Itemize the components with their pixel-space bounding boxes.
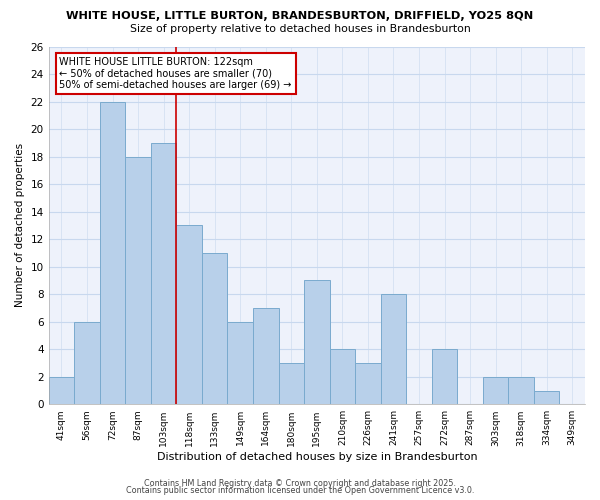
Bar [483,377,508,404]
Bar [227,322,253,404]
Bar [329,350,355,405]
Bar [380,294,406,405]
Bar [202,253,227,404]
Bar [355,363,380,405]
Text: WHITE HOUSE LITTLE BURTON: 122sqm
← 50% of detached houses are smaller (70)
50% : WHITE HOUSE LITTLE BURTON: 122sqm ← 50% … [59,57,292,90]
Bar [508,377,534,404]
Bar [176,226,202,404]
Text: Contains public sector information licensed under the Open Government Licence v3: Contains public sector information licen… [126,486,474,495]
Bar [304,280,329,404]
Bar [278,363,304,405]
Bar [253,308,278,404]
Bar [432,350,457,405]
Text: WHITE HOUSE, LITTLE BURTON, BRANDESBURTON, DRIFFIELD, YO25 8QN: WHITE HOUSE, LITTLE BURTON, BRANDESBURTO… [67,11,533,21]
Bar [125,156,151,404]
Bar [151,143,176,405]
Bar [74,322,100,404]
Text: Size of property relative to detached houses in Brandesburton: Size of property relative to detached ho… [130,24,470,34]
Bar [100,102,125,405]
Bar [49,377,74,404]
Y-axis label: Number of detached properties: Number of detached properties [15,144,25,308]
Text: Contains HM Land Registry data © Crown copyright and database right 2025.: Contains HM Land Registry data © Crown c… [144,478,456,488]
X-axis label: Distribution of detached houses by size in Brandesburton: Distribution of detached houses by size … [157,452,477,462]
Bar [534,390,559,404]
